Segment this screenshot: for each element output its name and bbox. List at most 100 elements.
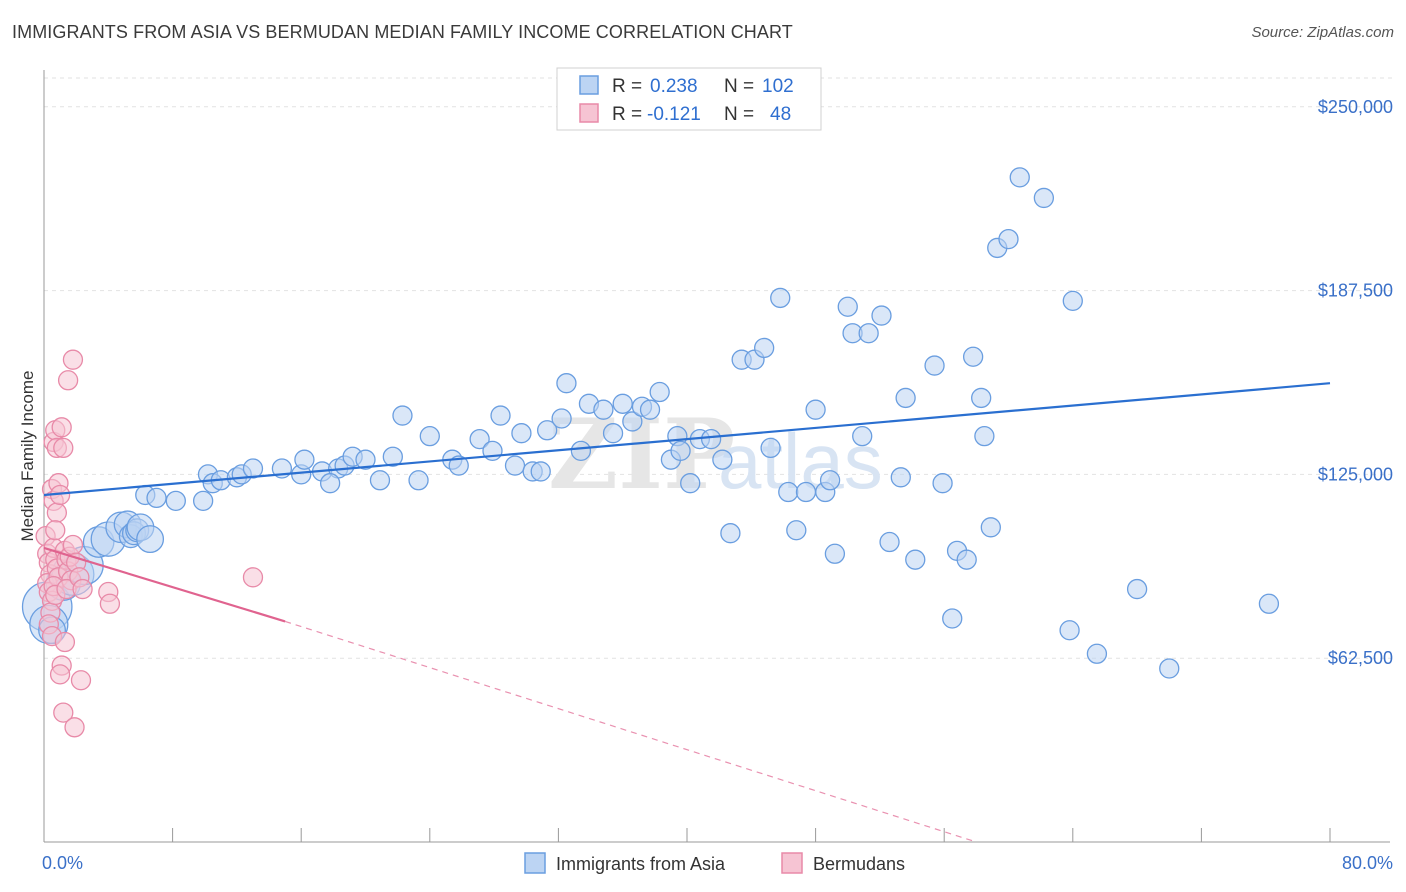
- asia-point-88: [905, 549, 926, 570]
- asia-point-83: [858, 323, 879, 344]
- asia-point-90: [932, 473, 953, 494]
- asia-point-93: [956, 549, 977, 570]
- bermudan-point-38: [62, 349, 84, 370]
- asia-point-47: [530, 461, 551, 482]
- asia-point-59: [649, 381, 670, 403]
- asia-point-85: [879, 531, 900, 553]
- bottom-legend-label-asia: Immigrants from Asia: [556, 854, 726, 874]
- series-bermudans: [35, 349, 264, 738]
- asia-point-53: [593, 399, 614, 420]
- asia-point-79: [824, 543, 846, 564]
- y-tick-label-1: $125,000: [1318, 464, 1393, 484]
- bottom-legend-label-bermudans: Bermudans: [813, 854, 905, 874]
- x-tick-label-1: 80.0%: [1342, 853, 1393, 873]
- y-tick-label-0: $62,500: [1328, 648, 1393, 668]
- asia-point-14: [136, 525, 165, 554]
- asia-point-70: [754, 337, 775, 359]
- asia-point-58: [639, 399, 661, 420]
- asia-point-96: [974, 425, 995, 447]
- asia-point-48: [536, 420, 558, 441]
- axes: [43, 70, 1390, 843]
- asia-point-56: [622, 411, 643, 432]
- bermudan-point-35: [49, 664, 71, 685]
- asia-point-54: [602, 423, 624, 444]
- asia-point-35: [382, 446, 403, 467]
- asia-point-104: [1086, 643, 1108, 664]
- asia-point-94: [962, 346, 984, 367]
- asia-point-78: [819, 470, 841, 491]
- asia-point-73: [778, 481, 799, 503]
- legend-r-value-1: 0.238: [650, 76, 698, 97]
- asia-point-36: [392, 405, 413, 426]
- bottom-legend-swatch-pink: [781, 852, 803, 874]
- asia-point-80: [837, 296, 858, 317]
- legend-r-value-2: -0.121: [647, 104, 701, 125]
- asia-point-63: [680, 473, 701, 494]
- asia-point-65: [700, 428, 722, 450]
- asia-point-49: [551, 408, 572, 429]
- legend-swatch-pink: [579, 103, 599, 123]
- asia-point-74: [786, 520, 807, 541]
- asia-point-91: [942, 608, 963, 629]
- bermudan-point-25: [51, 417, 72, 438]
- asia-point-66: [712, 449, 733, 470]
- bermudan-point-44: [64, 717, 85, 738]
- asia-trend-line: [43, 382, 1331, 497]
- legend-n-label-1: N =: [724, 76, 754, 97]
- bermudan-point-47: [242, 567, 264, 588]
- bermudan-point-18: [46, 502, 68, 523]
- bermudan-point-43: [70, 670, 92, 691]
- asia-point-72: [770, 287, 791, 309]
- bottom-legend-swatch-blue: [524, 852, 546, 874]
- asia-point-33: [355, 449, 376, 470]
- asia-point-76: [805, 399, 826, 420]
- bermudan-point-19: [45, 520, 66, 541]
- asia-point-71: [760, 437, 781, 459]
- asia-point-17: [165, 490, 186, 511]
- bermudan-trend-extension: [284, 620, 977, 843]
- trend-lines: [43, 382, 1331, 843]
- asia-point-40: [448, 455, 469, 476]
- asia-point-97: [980, 517, 1001, 538]
- asia-point-95: [971, 387, 992, 409]
- bottom-legend: Immigrants from Asia Bermudans: [524, 852, 905, 874]
- legend-n-label-2: N =: [724, 104, 754, 125]
- asia-point-102: [1059, 620, 1080, 641]
- bermudan-point-39: [62, 534, 84, 556]
- legend-r-label-2: R =: [612, 104, 642, 125]
- asia-point-103: [1062, 290, 1083, 312]
- x-tick-labels: 0.0% 80.0%: [42, 853, 1393, 873]
- x-tick-label-0: 0.0%: [42, 853, 83, 873]
- asia-point-84: [871, 305, 892, 326]
- asia-point-41: [469, 428, 490, 450]
- bermudan-point-42: [72, 578, 93, 600]
- asia-point-30: [319, 473, 341, 494]
- asia-point-18: [192, 490, 214, 511]
- asia-point-55: [612, 393, 633, 414]
- legend-box: R = 0.238 N = 102 R = -0.121 N = 48: [556, 67, 822, 131]
- legend-swatch-blue: [579, 75, 599, 95]
- asia-point-34: [369, 470, 391, 491]
- asia-point-100: [1009, 167, 1030, 188]
- asia-point-44: [504, 455, 526, 476]
- bermudan-trend-line: [43, 546, 286, 623]
- asia-point-38: [419, 425, 440, 447]
- asia-point-107: [1258, 593, 1280, 614]
- asia-point-86: [890, 467, 911, 488]
- asia-point-27: [294, 449, 315, 470]
- asia-point-45: [511, 423, 532, 444]
- y-tick-label-3: $250,000: [1318, 97, 1393, 117]
- asia-point-51: [570, 440, 592, 462]
- bermudan-point-46: [99, 593, 121, 614]
- asia-point-89: [924, 355, 945, 376]
- bermudan-point-26: [53, 437, 74, 459]
- asia-point-82: [852, 425, 873, 447]
- asia-point-50: [556, 373, 577, 394]
- legend-n-value-2: 48: [770, 104, 791, 125]
- legend-r-label-1: R =: [612, 76, 642, 97]
- asia-point-43: [490, 405, 511, 426]
- source-label: Source: ZipAtlas.com: [1251, 24, 1394, 41]
- bermudan-point-36: [53, 702, 74, 723]
- y-tick-label-2: $187,500: [1318, 281, 1393, 301]
